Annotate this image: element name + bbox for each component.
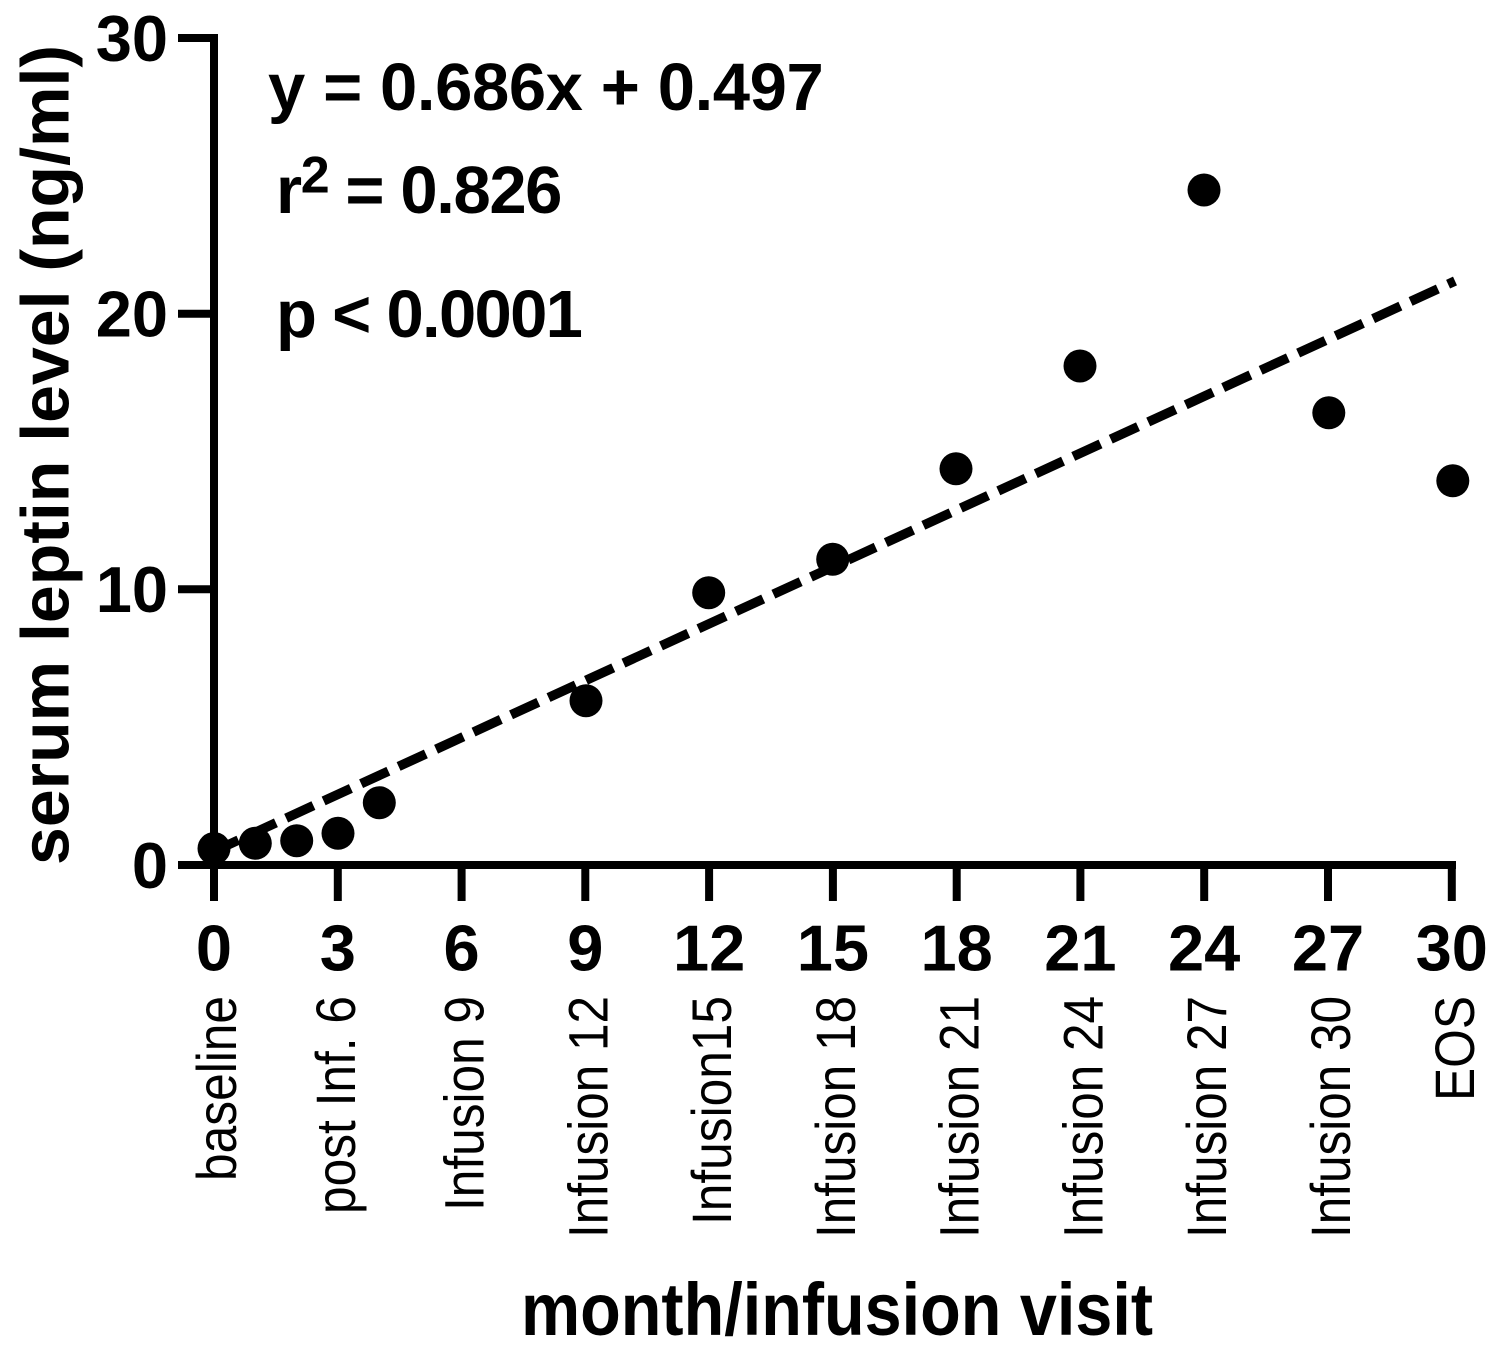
svg-text:9: 9 bbox=[567, 912, 603, 985]
svg-text:Infusion 12: Infusion 12 bbox=[556, 996, 619, 1238]
svg-text:30: 30 bbox=[1416, 912, 1488, 985]
svg-text:month/infusion visit: month/infusion visit bbox=[521, 1268, 1153, 1350]
svg-text:15: 15 bbox=[797, 912, 869, 985]
svg-text:12: 12 bbox=[673, 912, 745, 985]
svg-text:27: 27 bbox=[1292, 912, 1364, 985]
svg-text:baseline: baseline bbox=[185, 996, 248, 1181]
svg-text:y = 0.686x + 0.497: y = 0.686x + 0.497 bbox=[268, 50, 823, 125]
svg-text:20: 20 bbox=[96, 278, 168, 351]
svg-text:Infusion 21: Infusion 21 bbox=[928, 996, 991, 1238]
svg-text:Infusion 24: Infusion 24 bbox=[1051, 996, 1114, 1238]
svg-text:Infusion 18: Infusion 18 bbox=[804, 996, 867, 1238]
svg-text:6: 6 bbox=[444, 912, 480, 985]
svg-text:post Inf. 6: post Inf. 6 bbox=[304, 996, 367, 1214]
svg-text:Infusion15: Infusion15 bbox=[680, 996, 743, 1225]
svg-text:10: 10 bbox=[96, 553, 168, 626]
svg-text:Infusion 9: Infusion 9 bbox=[433, 996, 496, 1211]
svg-text:r2 = 0.826: r2 = 0.826 bbox=[276, 147, 561, 229]
svg-text:Infusion 30: Infusion 30 bbox=[1299, 996, 1362, 1238]
svg-text:18: 18 bbox=[921, 912, 993, 985]
svg-text:EOS: EOS bbox=[1423, 996, 1486, 1101]
svg-text:Infusion 27: Infusion 27 bbox=[1175, 996, 1238, 1238]
svg-text:p < 0.0001: p < 0.0001 bbox=[276, 277, 582, 352]
svg-text:24: 24 bbox=[1168, 912, 1240, 985]
svg-text:0: 0 bbox=[196, 912, 232, 985]
svg-text:3: 3 bbox=[320, 912, 356, 985]
svg-text:21: 21 bbox=[1044, 912, 1116, 985]
svg-text:0: 0 bbox=[132, 829, 168, 902]
svg-text:serum leptin level (ng/ml): serum leptin level (ng/ml) bbox=[8, 45, 84, 865]
svg-text:30: 30 bbox=[96, 2, 168, 75]
